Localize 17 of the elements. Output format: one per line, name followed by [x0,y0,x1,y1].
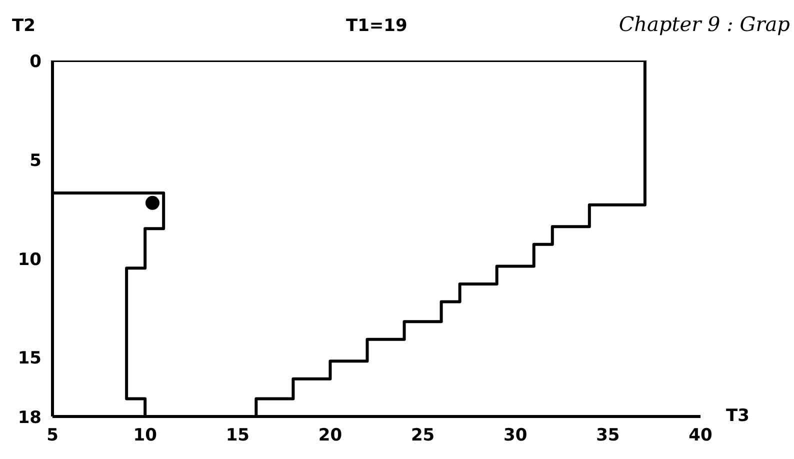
y-axis-title: T2 [12,15,36,38]
y-tick-label: 5 [30,150,42,171]
x-tick-label: 5 [46,426,58,446]
x-tick-label: 10 [133,426,158,446]
y-tick-label: 15 [18,348,42,369]
y-tick-label: 10 [18,250,42,270]
chart-title: T1=19 [346,15,408,38]
x-tick-label: 30 [504,426,528,446]
text: Chapter 9 : Grap [618,11,790,38]
x-axis-title: T3 [726,405,750,428]
y-tick-label: 18 [18,408,42,428]
x-tick-label: 25 [410,426,435,446]
x-tick-label: 20 [318,426,342,446]
x-tick-label: 35 [596,426,620,446]
y-tick-label: 0 [30,52,42,72]
x-tick-label: 15 [226,426,250,446]
x-tick-label: 40 [688,426,712,446]
